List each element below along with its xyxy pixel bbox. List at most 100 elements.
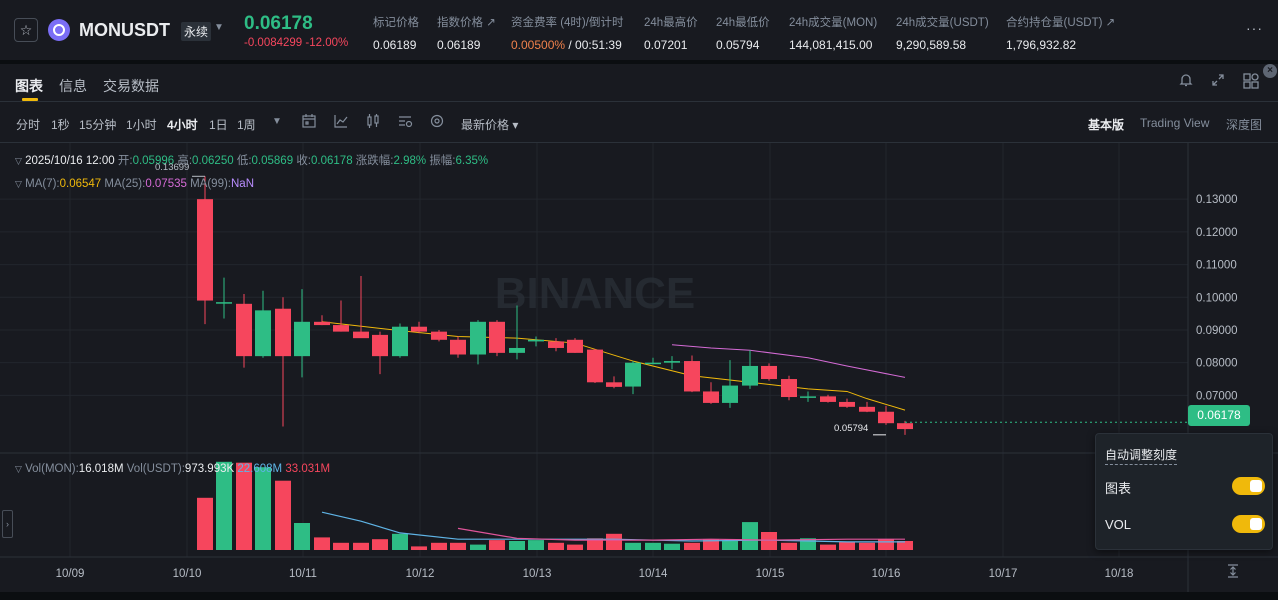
legend-ma25-label: MA(25):	[104, 178, 146, 190]
time-tick-label: 10/18	[1105, 568, 1134, 580]
volume-bar	[431, 542, 447, 550]
layout-grid-icon[interactable]	[1241, 72, 1261, 92]
candle-body	[450, 339, 466, 355]
interval-1d[interactable]: 1日	[209, 118, 228, 132]
interval-dropdown-icon[interactable]: ▼	[272, 116, 282, 127]
stat-index-price[interactable]: 指数价格 ↗ 0.06189	[437, 14, 496, 52]
candle-body	[216, 302, 232, 304]
candle-style-icon[interactable]	[364, 113, 382, 131]
stat-open-interest[interactable]: 合约持仓量(USDT) ↗ 1,796,932.82	[1006, 14, 1115, 52]
stat-value: 144,081,415.00	[789, 38, 873, 52]
time-tick-label: 10/17	[989, 568, 1018, 580]
price-type-select[interactable]: 最新价格 ▾	[461, 118, 519, 132]
current-price-tag: 0.06178	[1188, 405, 1250, 426]
tab-info[interactable]: 信息	[59, 78, 87, 94]
volume-bar	[548, 542, 564, 550]
volume-bars	[197, 461, 913, 550]
legend-ma99-label: MA(99):	[190, 178, 231, 190]
star-icon[interactable]: ☆	[14, 18, 38, 42]
popup-row-vol-label: VOL	[1105, 517, 1132, 532]
legend-low-label: 低:	[236, 155, 252, 167]
vol-autoscale-toggle[interactable]	[1232, 515, 1265, 533]
settings-list-icon[interactable]	[396, 113, 414, 131]
candlestick-chart[interactable]: BINANCE 0.13000 0.12000 0.11000 0.10000 0.09…	[0, 143, 1278, 592]
interval-15m[interactable]: 15分钟	[79, 118, 117, 132]
chevron-down-icon[interactable]: ▽	[15, 156, 22, 166]
chevron-right-icon[interactable]: ›	[2, 510, 13, 538]
volume-bar	[470, 544, 486, 550]
stat-label[interactable]: 指数价格 ↗	[437, 17, 496, 29]
volume-bar	[392, 533, 408, 550]
stat-label[interactable]: 合约持仓量(USDT) ↗	[1006, 17, 1116, 29]
candle-body	[645, 362, 661, 365]
volume-bar	[353, 542, 369, 550]
view-tradingview[interactable]: Trading View	[1140, 116, 1210, 130]
chevron-down-icon[interactable]: ▽	[15, 464, 22, 474]
volume-legend: ▽ Vol(MON):16.018M Vol(USDT):973.993K 22…	[15, 463, 330, 475]
divider	[0, 101, 1278, 102]
legend-vol-usdt: 973.993K	[184, 463, 235, 475]
fit-scale-icon[interactable]	[1224, 563, 1242, 581]
volume-bar	[411, 546, 427, 550]
volume-bar	[664, 543, 680, 550]
interval-1s[interactable]: 1秒	[51, 118, 70, 132]
tab-trading-data[interactable]: 交易数据	[103, 78, 159, 94]
stat-label: 24h最低价	[716, 17, 770, 29]
symbol-name[interactable]: MONUSDT	[79, 20, 170, 40]
candle-body	[548, 341, 564, 348]
volume-ma-lines	[321, 511, 905, 543]
stat-24h-volume-usdt: 24h成交量(USDT) 9,290,589.58	[896, 14, 989, 52]
more-icon[interactable]: ···	[1246, 20, 1263, 36]
tab-chart[interactable]: 图表	[15, 78, 43, 94]
candle-body	[859, 406, 875, 412]
candle-body	[839, 401, 855, 407]
candle-body	[275, 308, 291, 357]
interval-tick[interactable]: 分时	[16, 118, 41, 132]
volume-bar	[567, 544, 583, 550]
high-marker-label: 0.13699	[155, 162, 190, 173]
bell-icon[interactable]	[1176, 72, 1196, 92]
close-icon[interactable]: ×	[1263, 64, 1277, 78]
volume-bar	[216, 461, 232, 550]
candle-body	[781, 379, 797, 398]
calendar-icon[interactable]	[300, 113, 318, 131]
interval-4h[interactable]: 4小时	[167, 118, 198, 132]
ma25-line	[671, 344, 906, 378]
chevron-down-icon[interactable]: ▼	[214, 22, 224, 33]
legend-ma25: 0.07535	[145, 178, 187, 190]
candle-body	[567, 339, 583, 353]
interval-1w[interactable]: 1周	[237, 118, 256, 132]
time-tick-label: 10/14	[639, 568, 668, 580]
popup-title: 自动调整刻度	[1105, 446, 1178, 465]
volume-ma1-line	[321, 511, 905, 543]
indicator-icon[interactable]	[332, 113, 350, 131]
legend-vol-mon: 16.018M	[78, 463, 124, 475]
volume-bar	[722, 541, 738, 550]
chevron-down-icon[interactable]: ▽	[15, 179, 22, 189]
stat-funding-rate: 资金费率 (4时)/倒计时 0.00500% / 00:51:39	[511, 14, 623, 52]
expand-icon[interactable]	[1208, 72, 1228, 92]
legend-change-label: 涨跌幅:	[355, 155, 394, 167]
active-tab-indicator	[22, 98, 38, 101]
volume-bar	[684, 542, 700, 550]
legend-ma99: NaN	[231, 178, 255, 190]
legend-amplitude-label: 振幅:	[429, 155, 456, 167]
stat-label: 资金费率 (4时)/倒计时	[511, 17, 624, 29]
volume-bar	[781, 542, 797, 550]
volume-bar	[761, 532, 777, 550]
view-depth-chart[interactable]: 深度图	[1226, 118, 1263, 132]
time-tick-label: 10/09	[56, 568, 85, 580]
auto-scale-popup: 自动调整刻度 图表 VOL	[1095, 433, 1273, 550]
legend-ma7: 0.06547	[59, 178, 102, 190]
interval-1h[interactable]: 1小时	[126, 118, 157, 132]
price-tick-label: 0.12000	[1196, 227, 1238, 239]
time-axis: 10/09 10/10 10/11 10/12 10/13 10/14 10/15 10/16…	[56, 568, 1134, 580]
chart-autoscale-toggle[interactable]	[1232, 477, 1265, 495]
volume-bar	[236, 462, 252, 550]
legend-close-label: 收:	[296, 155, 312, 167]
view-basic[interactable]: 基本版	[1088, 118, 1125, 132]
stat-mark-price: 标记价格 0.06189	[373, 14, 419, 52]
gear-icon[interactable]	[428, 113, 446, 131]
legend-open-label: 开:	[117, 155, 133, 167]
candle-body	[509, 347, 525, 353]
